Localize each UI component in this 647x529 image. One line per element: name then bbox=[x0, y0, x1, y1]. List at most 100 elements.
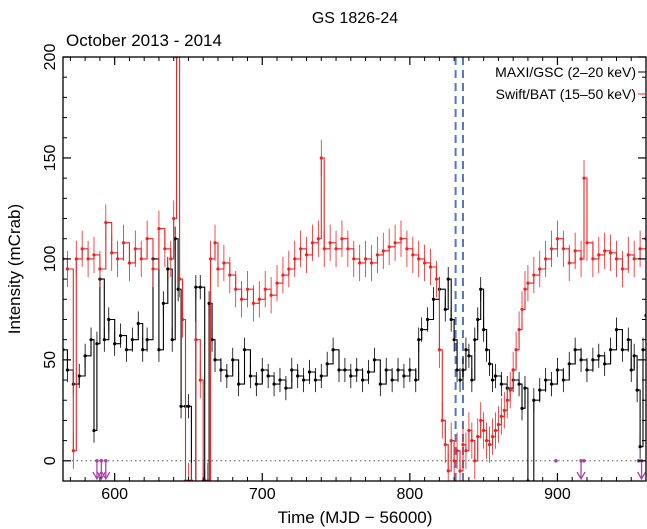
data-point-bat-83 bbox=[470, 439, 474, 443]
data-point-bat-98 bbox=[514, 348, 518, 352]
data-point-bat-118 bbox=[614, 257, 619, 261]
data-point-maxi-4 bbox=[83, 354, 87, 358]
data-point-maxi-32 bbox=[207, 301, 211, 305]
data-point-maxi-44 bbox=[272, 382, 276, 386]
data-point-maxi-89 bbox=[487, 362, 492, 366]
axes: 600 700 800 900 0 50 100 150 200 bbox=[42, 44, 647, 503]
data-point-maxi-7 bbox=[95, 342, 99, 346]
data-point-bat-38 bbox=[245, 287, 250, 291]
data-point-bat-32 bbox=[213, 241, 217, 245]
data-point-bat-109 bbox=[567, 261, 571, 265]
data-point-bat-95 bbox=[505, 398, 509, 402]
x-tick-label-2: 800 bbox=[396, 486, 423, 503]
data-point-bat-86 bbox=[479, 418, 483, 423]
data-point-bat-35 bbox=[228, 273, 232, 277]
data-point-bat-74 bbox=[443, 443, 447, 447]
data-point-maxi-30 bbox=[198, 285, 202, 289]
data-point-maxi-10 bbox=[107, 317, 111, 322]
data-point-bat-97 bbox=[511, 368, 515, 372]
data-point-maxi-27 bbox=[186, 404, 191, 408]
data-point-maxi-64 bbox=[390, 378, 394, 382]
plot-frame bbox=[62, 56, 647, 482]
data-point-maxi-91 bbox=[493, 374, 498, 378]
data-point-maxi-56 bbox=[343, 368, 347, 372]
x-axis-label: Time (MJD − 56000) bbox=[278, 508, 433, 527]
data-point-maxi-96 bbox=[520, 406, 524, 410]
data-point-bat-119 bbox=[620, 267, 624, 271]
data-point-bat-7 bbox=[98, 267, 102, 271]
series-bat bbox=[63, 57, 646, 481]
data-point-bat-20 bbox=[172, 216, 176, 221]
data-point-maxi-65 bbox=[396, 368, 400, 372]
data-point-maxi-33 bbox=[210, 338, 214, 342]
data-point-maxi-34 bbox=[213, 358, 217, 362]
data-point-maxi-107 bbox=[579, 358, 583, 362]
data-point-bat-5 bbox=[86, 257, 90, 261]
data-point-maxi-41 bbox=[254, 382, 258, 386]
data-point-bat-64 bbox=[393, 241, 397, 245]
data-point-maxi-36 bbox=[225, 374, 229, 378]
series-line-bat bbox=[63, 57, 646, 481]
data-point-bat-63 bbox=[387, 245, 391, 249]
data-point-maxi-80 bbox=[461, 368, 465, 372]
data-point-bat-76 bbox=[449, 439, 453, 443]
upper-limit-dot-0 bbox=[554, 459, 558, 463]
data-point-bat-27 bbox=[194, 338, 198, 342]
data-point-bat-70 bbox=[428, 265, 433, 269]
data-point-bat-43 bbox=[275, 281, 279, 285]
data-point-bat-51 bbox=[319, 156, 323, 160]
data-point-bat-67 bbox=[411, 253, 415, 257]
data-point-bat-36 bbox=[234, 287, 238, 291]
data-point-maxi-72 bbox=[431, 297, 436, 301]
data-point-bat-117 bbox=[608, 251, 613, 255]
data-point-maxi-79 bbox=[458, 378, 462, 382]
upper-limit-head-3 bbox=[576, 471, 586, 481]
data-point-bat-81 bbox=[464, 449, 468, 453]
data-point-bat-115 bbox=[597, 253, 601, 257]
data-point-maxi-77 bbox=[452, 338, 456, 342]
data-point-maxi-109 bbox=[591, 358, 595, 362]
data-point-bat-121 bbox=[632, 257, 636, 261]
x-tick-label-3: 900 bbox=[544, 486, 571, 503]
data-point-bat-23 bbox=[180, 317, 185, 322]
data-point-maxi-119 bbox=[638, 445, 642, 449]
data-point-bat-14 bbox=[139, 257, 143, 261]
data-point-bat-3 bbox=[74, 257, 78, 261]
data-point-maxi-48 bbox=[296, 374, 300, 378]
data-point-maxi-104 bbox=[561, 378, 565, 382]
upper-limit-head-0 bbox=[92, 471, 102, 481]
x-tick-label-1: 700 bbox=[249, 486, 276, 503]
data-point-bat-71 bbox=[434, 277, 439, 281]
data-point-bat-110 bbox=[573, 249, 577, 253]
data-point-bat-53 bbox=[328, 241, 332, 245]
data-point-bat-93 bbox=[499, 414, 503, 418]
reference-lines bbox=[63, 57, 646, 481]
data-point-maxi-60 bbox=[366, 370, 371, 374]
data-point-maxi-82 bbox=[467, 354, 471, 358]
data-point-maxi-101 bbox=[544, 378, 548, 382]
data-point-bat-18 bbox=[163, 247, 167, 251]
data-point-bat-33 bbox=[216, 267, 220, 271]
upper-limit-arrow-3 bbox=[576, 459, 586, 481]
data-point-bat-39 bbox=[251, 301, 255, 305]
data-point-bat-42 bbox=[269, 293, 273, 297]
data-point-maxi-35 bbox=[219, 368, 223, 372]
chart-subtitle: October 2013 - 2014 bbox=[66, 31, 222, 50]
data-point-maxi-1 bbox=[65, 368, 70, 372]
data-point-bat-31 bbox=[208, 257, 213, 261]
data-point-bat-68 bbox=[417, 257, 421, 261]
data-point-bat-66 bbox=[405, 247, 409, 251]
data-point-maxi-81 bbox=[464, 348, 468, 352]
data-point-maxi-120 bbox=[641, 348, 645, 352]
data-point-bat-40 bbox=[257, 297, 261, 301]
data-point-maxi-57 bbox=[349, 374, 353, 378]
chart-title: GS 1826-24 bbox=[312, 10, 398, 27]
upper-limit-dot-1 bbox=[582, 459, 586, 463]
data-point-maxi-74 bbox=[443, 307, 447, 311]
data-point-maxi-22 bbox=[170, 338, 174, 342]
data-point-maxi-3 bbox=[77, 374, 81, 378]
data-point-maxi-40 bbox=[248, 374, 253, 378]
data-point-maxi-99 bbox=[532, 398, 536, 402]
data-point-bat-106 bbox=[549, 247, 554, 251]
